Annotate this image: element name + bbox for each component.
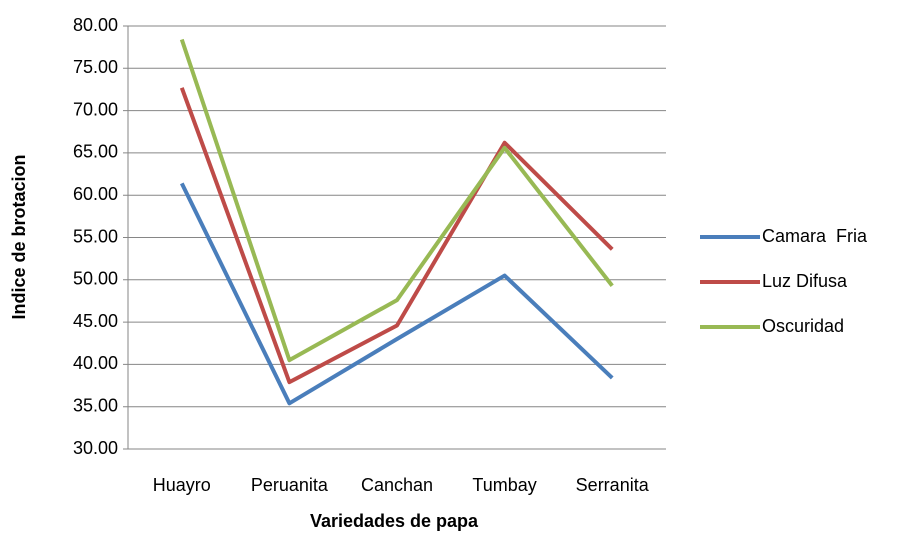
x-tick-label: Tumbay [472,475,536,495]
y-tick-label: 75.00 [73,57,118,77]
y-tick-label: 30.00 [73,438,118,458]
x-tick-label: Canchan [361,475,433,495]
x-tick-label: Peruanita [251,475,329,495]
series-line [180,182,614,406]
y-tick-label: 40.00 [73,353,118,373]
legend-label: Oscuridad [762,316,844,336]
series-line [179,38,614,363]
y-tick-label: 45.00 [73,311,118,331]
y-tick-label: 80.00 [73,15,118,35]
y-axis-title: Indice de brotacion [9,154,29,319]
series-line [179,87,614,385]
y-tick-label: 50.00 [73,269,118,289]
x-tick-label: Huayro [153,475,211,495]
x-tick-label: Serranita [576,475,650,495]
y-tick-label: 60.00 [73,184,118,204]
y-tick-label: 65.00 [73,142,118,162]
legend-label: Luz Difusa [762,271,848,291]
x-axis-title: Variedades de papa [310,511,479,531]
y-tick-label: 70.00 [73,99,118,119]
legend-label: Camara Fria [762,226,868,246]
y-tick-label: 35.00 [73,395,118,415]
y-tick-label: 55.00 [73,226,118,246]
